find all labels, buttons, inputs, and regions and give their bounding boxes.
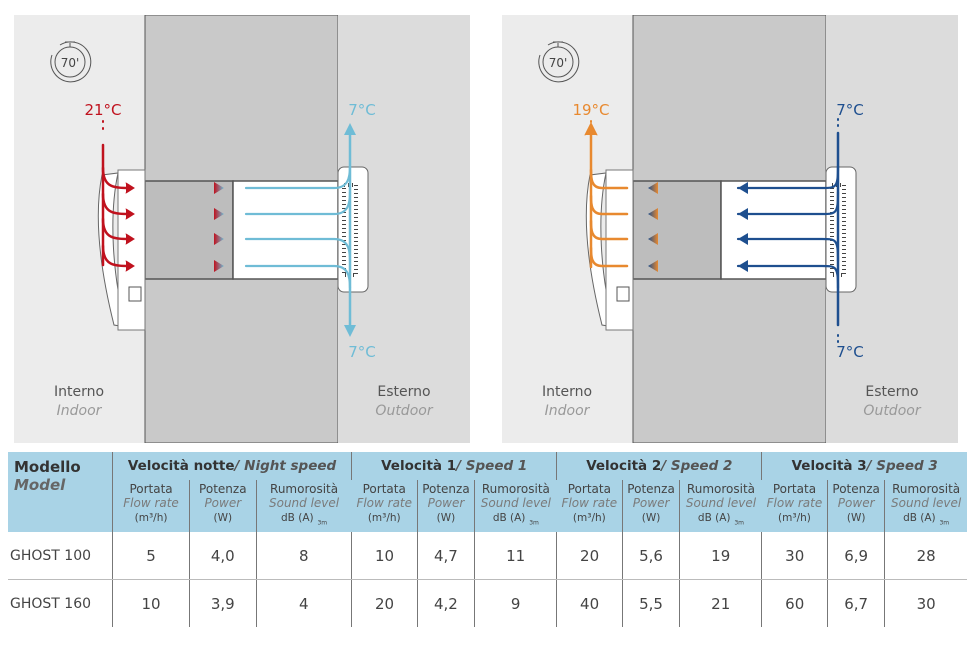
cell-value: 20	[556, 532, 623, 581]
column-header: Rumorosità Sound level dB (A) 3m	[884, 480, 967, 533]
cell-value: 5	[111, 532, 190, 581]
column-header: Portata Flow rate (m³/h)	[556, 480, 623, 533]
cell-value: 10	[111, 579, 190, 628]
gradient-arrow	[158, 208, 226, 220]
speed-group-header: Velocità notte/ Night speed	[111, 452, 352, 480]
cell-value: 60	[761, 579, 828, 628]
stopwatch-icon	[538, 41, 580, 83]
cell-value: 5,5	[621, 579, 680, 628]
model-header: Modello Model	[8, 452, 113, 533]
indoor-temp: 21°C	[84, 101, 121, 119]
column-header: Rumorosità Sound level dB (A) 3m	[255, 480, 352, 533]
column-header: Portata Flow rate (m³/h)	[351, 480, 418, 533]
svg-text:Interno: Interno	[54, 384, 104, 400]
model-name: GHOST 100	[8, 532, 113, 581]
speed-group-header: Velocità 3/ Speed 3	[761, 452, 967, 480]
gradient-arrow	[646, 208, 714, 220]
cell-value: 5,6	[621, 532, 680, 581]
diagram-speed-recovery: 70' 19°C 7°C 7°C Interno Indoor Esterno …	[502, 14, 958, 444]
svg-text:Interno: Interno	[542, 384, 592, 400]
model-name: GHOST 160	[10, 595, 92, 612]
cell-value: 6,9	[827, 532, 885, 581]
cell-value: 3,9	[189, 579, 257, 628]
column-header: Potenza Power (W)	[827, 480, 885, 533]
table-row: GHOST 160 10 3,9 4 20 4,2 9 40 5,5 21 60 6,7 30	[8, 579, 967, 628]
column-header: Potenza Power (W)	[416, 480, 475, 533]
cell-value: 8	[255, 532, 352, 581]
cell-value: 20	[351, 579, 418, 628]
cell-value: 4	[255, 579, 352, 628]
cell-value: 19	[679, 532, 762, 581]
table-row: GHOST 100 5 4,0 8 10 4,7 11 20 5,6 19 30 6,9 28	[8, 532, 967, 581]
specs-table: Modello Model Velocità notte/ Night speed V…	[8, 452, 967, 628]
column-header: Portata Flow rate (m³/h)	[112, 480, 190, 533]
cell-value: 4,0	[189, 532, 257, 581]
gradient-arrow	[646, 233, 714, 245]
gradient-arrow	[158, 233, 226, 245]
svg-text:Esterno: Esterno	[865, 384, 918, 400]
stopwatch-icon	[50, 41, 92, 83]
column-header: Rumorosità Sound level dB (A) 3m	[474, 480, 557, 533]
gradient-arrow	[158, 260, 226, 272]
gradient-arrow	[646, 182, 714, 194]
speed-group-header: Velocità 2/ Speed 2	[556, 452, 762, 480]
cell-value: 10	[351, 532, 418, 581]
timer-label: 70'	[549, 56, 568, 70]
column-header: Potenza Power (W)	[189, 480, 257, 533]
gradient-arrow	[158, 182, 226, 194]
timer-label: 70'	[61, 56, 80, 70]
svg-text:Outdoor: Outdoor	[863, 403, 921, 419]
speed-group-header: Velocità 1/ Speed 1	[351, 452, 557, 480]
diagram-night-winter: 70' 21°C 7°C 7°C Interno Indoor Esterno …	[14, 14, 470, 444]
cell-value: 30	[761, 532, 828, 581]
column-header: Portata Flow rate (m³/h)	[761, 480, 828, 533]
cell-value: 28	[884, 532, 967, 581]
column-header: Potenza Power (W)	[621, 480, 680, 533]
svg-text:Indoor: Indoor	[545, 403, 591, 419]
svg-text:Outdoor: Outdoor	[375, 403, 433, 419]
outdoor-top-temp: 7°C	[836, 101, 864, 119]
column-header: Rumorosità Sound level dB (A) 3m	[679, 480, 762, 533]
cell-value: 21	[679, 579, 762, 628]
outdoor-bottom-temp: 7°C	[348, 343, 376, 361]
cell-value: 4,7	[416, 532, 475, 581]
indoor-temp: 19°C	[572, 101, 609, 119]
cell-value: 4,2	[416, 579, 475, 628]
outdoor-bottom-temp: 7°C	[836, 343, 864, 361]
cell-value: 11	[474, 532, 557, 581]
svg-text:Indoor: Indoor	[57, 403, 103, 419]
svg-text:Esterno: Esterno	[377, 384, 430, 400]
cell-value: 6,7	[827, 579, 885, 628]
outdoor-top-temp: 7°C	[348, 101, 376, 119]
cell-value: 40	[556, 579, 623, 628]
cell-value: 9	[474, 579, 557, 628]
gradient-arrow	[646, 260, 714, 272]
cell-value: 30	[884, 579, 967, 628]
